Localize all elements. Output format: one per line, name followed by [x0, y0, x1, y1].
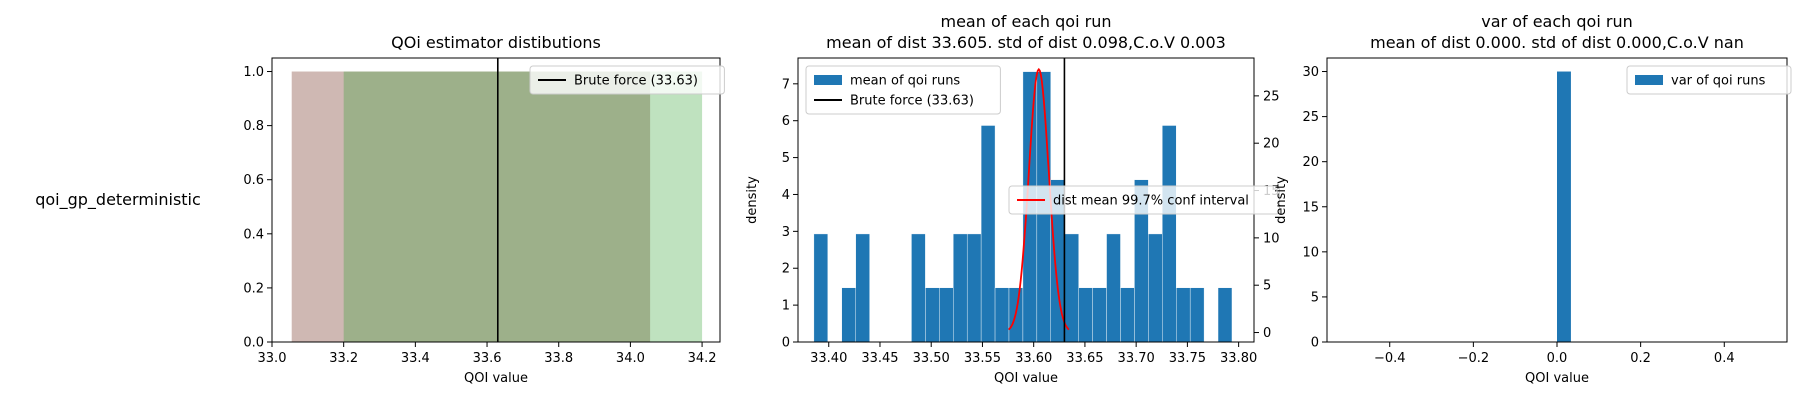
histogram-bar — [1217, 287, 1233, 343]
distribution-band — [343, 71, 703, 343]
x-tick-label: 33.45 — [861, 351, 898, 366]
x-axis-label: QOI value — [464, 371, 528, 386]
y-tick-label: 5 — [782, 151, 790, 166]
y-tick-label: 4 — [782, 188, 790, 203]
legend-box — [529, 65, 725, 95]
chart-subtitle: mean of dist 0.000. std of dist 0.000,C.… — [1370, 33, 1744, 52]
y2-tick-label: 5 — [1263, 279, 1271, 294]
y2-tick-label: 10 — [1263, 231, 1280, 246]
x-tick-label: 34.0 — [616, 351, 645, 366]
histogram-bar — [1162, 125, 1177, 343]
y-tick-label: 1.0 — [243, 65, 264, 80]
x-tick-label: 33.60 — [1015, 351, 1052, 366]
legend-label: mean of qoi runs — [850, 74, 960, 89]
legend-label: var of qoi runs — [1671, 74, 1766, 89]
x-tick-label: 0.4 — [1714, 351, 1735, 366]
x-tick-label: 33.4 — [401, 351, 430, 366]
confidence-interval-curve — [1008, 67, 1070, 331]
legend-box — [1008, 185, 1280, 215]
legend-label: Brute force (33.63) — [850, 94, 974, 109]
y-tick-label: 1 — [782, 299, 790, 314]
histogram-bar — [813, 233, 829, 343]
histogram-bar — [939, 287, 954, 343]
histogram-bar — [925, 287, 940, 343]
x-tick-label: 33.65 — [1066, 351, 1103, 366]
y-tick-label: 2 — [782, 262, 790, 277]
y-tick-label: 25 — [1302, 110, 1319, 125]
histogram-bar — [855, 233, 870, 343]
x-tick-label: 33.55 — [964, 351, 1001, 366]
y2-tick-label: 20 — [1263, 137, 1280, 152]
histogram-bar — [1092, 287, 1107, 343]
histogram-bar — [1106, 233, 1121, 343]
x-tick-label: 33.75 — [1169, 351, 1206, 366]
histogram-bar — [911, 233, 926, 343]
legend-box — [1626, 65, 1792, 95]
histogram-bar — [841, 287, 856, 343]
axes-frame — [271, 57, 721, 343]
x-tick-label: 33.2 — [329, 351, 358, 366]
histogram-bar — [1557, 71, 1571, 343]
y-tick-label: 3 — [782, 225, 790, 240]
y-tick-label: 0.0 — [243, 336, 264, 351]
chart-title: var of each qoi run — [1481, 12, 1632, 31]
legend-label: dist mean 99.7% conf interval — [1053, 194, 1249, 209]
x-tick-label: 33.50 — [913, 351, 950, 366]
legend-label: Brute force (33.63) — [574, 74, 698, 89]
x-tick-label: −0.4 — [1374, 351, 1406, 366]
distribution-band — [291, 71, 651, 343]
y-axis-label: density — [1274, 176, 1289, 224]
x-tick-label: 33.40 — [810, 351, 847, 366]
y-tick-label: 0.6 — [243, 173, 264, 188]
y-tick-label: 7 — [782, 77, 790, 92]
y-tick-label: 30 — [1302, 65, 1319, 80]
chart-var-of-each-qoi-run: −0.4 −0.2 0.0 0.2 0.4 0 5 10 15 20 25 30 QOI value de… — [1274, 12, 1792, 386]
chart-subtitle: mean of dist 33.605. std of dist 0.098,C… — [826, 33, 1226, 52]
x-tick-label: 33.0 — [258, 351, 287, 366]
y-tick-label: 0 — [1311, 336, 1319, 351]
histogram-bar — [980, 125, 996, 343]
histogram-bar — [1176, 287, 1191, 343]
histogram-bar — [1120, 287, 1135, 343]
y-tick-label: 0.4 — [243, 227, 264, 242]
chart-qoi-estimator-distributions: 33.0 33.2 33.4 33.6 33.8 34.0 34.2 0.0 0.2 0.4 0.6… — [243, 33, 725, 386]
chart-title: mean of each qoi run — [941, 12, 1112, 31]
x-tick-label: 0.0 — [1547, 351, 1568, 366]
x-tick-label: 33.70 — [1118, 351, 1155, 366]
row-label: qoi_gp_deterministic — [35, 190, 201, 210]
y-tick-label: 0 — [782, 336, 790, 351]
y-tick-label: 20 — [1302, 155, 1319, 170]
x-tick-label: −0.2 — [1458, 351, 1490, 366]
y-tick-label: 5 — [1311, 290, 1319, 305]
y-tick-label: 0.8 — [243, 119, 264, 134]
x-tick-label: 34.2 — [688, 351, 717, 366]
x-tick-label: 33.8 — [544, 351, 573, 366]
x-tick-label: 0.2 — [1630, 351, 1651, 366]
x-axis-label: QOI value — [1525, 371, 1589, 386]
histogram-bar — [1148, 233, 1163, 343]
histogram-bar — [1189, 287, 1205, 343]
chart-mean-of-each-qoi-run: 33.40 33.45 33.50 33.55 33.60 33.65 33.70 33.75… — [745, 12, 1280, 386]
histogram-bar — [1078, 287, 1093, 343]
axes-frame — [1326, 57, 1788, 343]
x-tick-label: 33.80 — [1220, 351, 1257, 366]
histogram-bar — [966, 233, 982, 343]
histogram-bar — [953, 233, 968, 343]
legend-swatch — [1635, 75, 1663, 85]
legend-swatch — [814, 75, 842, 85]
y-tick-label: 10 — [1302, 245, 1319, 260]
y-tick-label: 15 — [1302, 200, 1319, 215]
y-axis-label: density — [745, 176, 760, 224]
y2-tick-label: 25 — [1263, 89, 1280, 104]
y-tick-label: 0.2 — [243, 281, 264, 296]
legend-box — [805, 65, 1001, 115]
y-tick-label: 6 — [782, 114, 790, 129]
chart-title: QOi estimator distibutions — [391, 33, 601, 52]
x-axis-label: QOI value — [994, 371, 1058, 386]
histogram-bar — [994, 287, 1010, 343]
y2-tick-label: 0 — [1263, 326, 1271, 341]
x-tick-label: 33.6 — [473, 351, 502, 366]
